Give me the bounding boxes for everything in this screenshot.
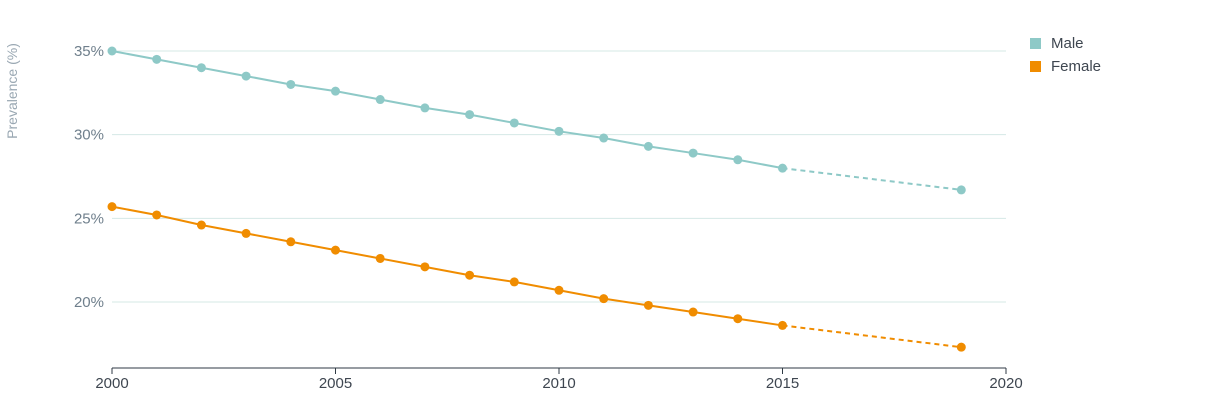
legend-item-female[interactable]: Female <box>1030 55 1101 78</box>
data-point-female[interactable] <box>152 210 162 220</box>
data-point-male[interactable] <box>152 54 162 64</box>
data-point-female[interactable] <box>107 202 117 212</box>
tick-labels: 35% 30% 25% 20% 2000 2005 2010 2015 2020 <box>74 43 1023 392</box>
series-female <box>107 202 966 352</box>
x-tick-label: 2010 <box>542 375 575 392</box>
data-point-female[interactable] <box>375 253 385 263</box>
series-line-female <box>111 205 783 327</box>
series-projection-line-male <box>782 167 962 191</box>
data-point-female[interactable] <box>688 307 698 317</box>
data-point-female[interactable] <box>196 220 206 230</box>
data-point-female[interactable] <box>554 285 564 295</box>
series-projection-line-female <box>782 324 962 349</box>
data-point-male[interactable] <box>331 86 340 96</box>
data-point-female[interactable] <box>643 300 653 310</box>
x-tick-label: 2000 <box>95 375 128 392</box>
data-point-male[interactable] <box>599 133 609 143</box>
data-point-male[interactable] <box>688 148 698 158</box>
data-point-male[interactable] <box>375 95 385 105</box>
data-point-male[interactable] <box>107 46 117 56</box>
data-point-female[interactable] <box>778 320 787 330</box>
legend-item-male[interactable]: Male <box>1030 32 1101 55</box>
data-point-female[interactable] <box>286 237 296 247</box>
data-point-male[interactable] <box>778 163 787 173</box>
y-tick-label: 25% <box>74 210 104 227</box>
data-point-male[interactable] <box>509 118 519 128</box>
data-point-male[interactable] <box>643 141 653 151</box>
data-point-female[interactable] <box>420 262 430 272</box>
data-point-female[interactable] <box>509 277 519 287</box>
x-tick-label: 2015 <box>766 375 799 392</box>
y-tick-label: 30% <box>74 127 104 144</box>
data-point-female[interactable] <box>331 245 340 255</box>
legend-swatch-male <box>1030 38 1041 49</box>
legend: Male Female <box>1030 32 1101 78</box>
gridlines <box>112 50 1006 303</box>
y-axis-title: Prevalence (%) <box>4 43 20 139</box>
data-point-male[interactable] <box>196 63 206 73</box>
data-point-projected-female[interactable] <box>956 342 966 352</box>
data-point-female[interactable] <box>465 270 475 280</box>
data-point-male[interactable] <box>241 71 251 81</box>
legend-label-male: Male <box>1051 35 1084 52</box>
x-tick-label: 2020 <box>989 375 1022 392</box>
series-layer <box>107 46 966 352</box>
data-point-female[interactable] <box>599 294 609 304</box>
data-point-male[interactable] <box>554 126 564 136</box>
legend-swatch-female <box>1030 61 1041 72</box>
data-point-male[interactable] <box>733 155 743 165</box>
data-point-male[interactable] <box>286 79 296 89</box>
data-point-projected-male[interactable] <box>956 185 966 195</box>
legend-label-female: Female <box>1051 58 1102 75</box>
y-tick-label: 20% <box>74 294 104 311</box>
y-tick-label: 35% <box>74 43 104 60</box>
data-point-male[interactable] <box>465 110 475 120</box>
series-line-male <box>111 50 783 170</box>
data-point-female[interactable] <box>241 228 251 238</box>
data-point-male[interactable] <box>420 103 430 113</box>
data-point-female[interactable] <box>733 314 743 324</box>
series-male <box>107 46 966 195</box>
x-tick-label: 2005 <box>319 375 352 392</box>
x-axis <box>111 367 1007 374</box>
